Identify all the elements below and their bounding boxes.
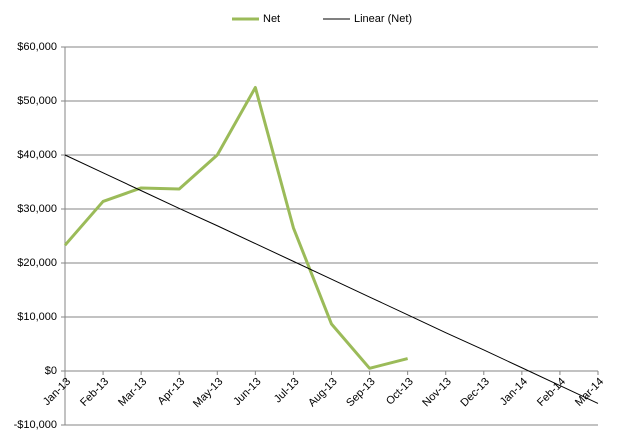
y-tick-label: $0 xyxy=(45,365,57,377)
legend-label: Linear (Net) xyxy=(354,13,412,25)
x-tick-label: Feb-14 xyxy=(535,376,568,409)
x-tick-label: Jan-13 xyxy=(41,376,73,408)
x-tick-label: Aug-13 xyxy=(306,376,340,410)
x-tick-label: Oct-13 xyxy=(384,376,416,408)
x-tick-label: Mar-14 xyxy=(573,376,606,409)
series-line xyxy=(63,86,409,370)
x-tick-label: Apr-13 xyxy=(156,376,188,408)
y-tick-label: -$10,000 xyxy=(14,419,57,431)
x-tick-label: Sep-13 xyxy=(344,376,378,410)
y-tick-label: $20,000 xyxy=(17,257,57,269)
x-tick-label: Jan-14 xyxy=(498,376,530,408)
x-tick-label: Jun-13 xyxy=(231,376,263,408)
x-tick-label: Feb-13 xyxy=(78,376,111,409)
series-line xyxy=(64,154,599,404)
x-tick-label: Nov-13 xyxy=(420,376,454,410)
x-tick-label: May-13 xyxy=(191,376,225,410)
y-tick-label: $30,000 xyxy=(17,203,57,215)
y-tick-label: $60,000 xyxy=(17,41,57,53)
x-tick-label: Mar-13 xyxy=(116,376,149,409)
y-tick-label: $50,000 xyxy=(17,95,57,107)
legend-label: Net xyxy=(263,13,280,25)
y-tick-label: $40,000 xyxy=(17,149,57,161)
y-tick-label: $10,000 xyxy=(17,311,57,323)
x-tick-label: Dec-13 xyxy=(458,376,492,410)
x-tick-label: Jul-13 xyxy=(272,376,302,406)
